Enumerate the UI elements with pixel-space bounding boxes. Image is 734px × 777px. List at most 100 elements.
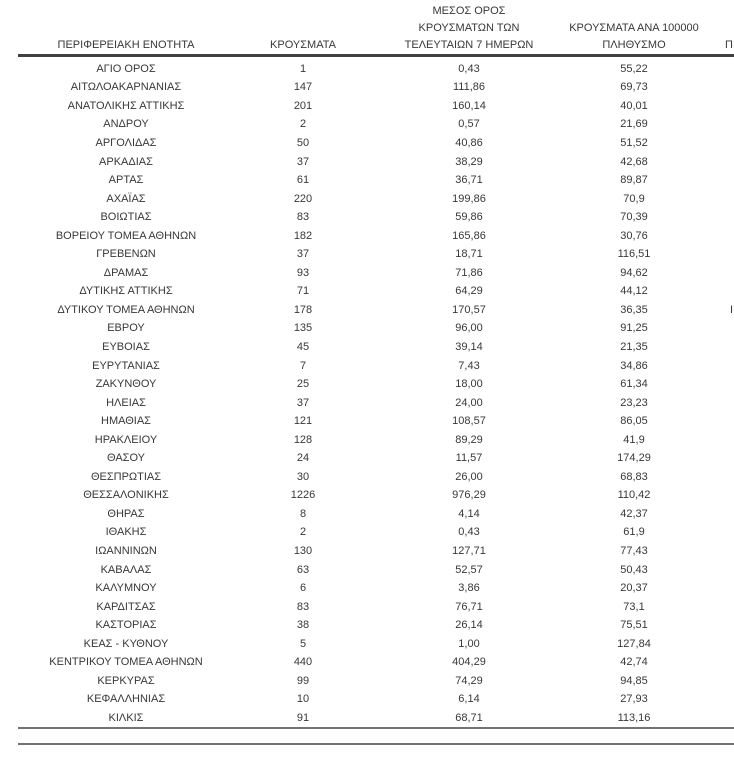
avg7-cell: 976,29 (452, 489, 486, 502)
avg7-cell: 39,14 (455, 340, 483, 353)
table-row: ΑΧΑΪΑΣ 220 199,86 70,9 (0, 189, 734, 208)
cutoff-row-value-fragment: Ι (730, 304, 734, 317)
cases-cell: 37 (296, 396, 310, 409)
region-cell: ΔΥΤΙΚΟΥ ΤΟΜΕΑ ΑΘΗΝΩΝ (57, 303, 195, 316)
table-row: ΚΑΒΑΛΑΣ 63 52,57 50,43 (0, 560, 734, 579)
table-row: ΖΑΚΥΝΘΟΥ 25 18,00 61,34 (0, 375, 734, 394)
per100k-cell: 30,76 (620, 229, 648, 242)
region-cell: ΔΡΑΜΑΣ (103, 266, 149, 279)
avg7-cell: 108,57 (452, 415, 486, 428)
table-row: ΚΕΝΤΡΙΚΟΥ ΤΟΜΕΑ ΑΘΗΝΩΝ 440 404,29 42,74 (0, 653, 734, 672)
per100k-cell: 70,39 (620, 211, 648, 224)
avg7-cell: 26,14 (455, 619, 483, 632)
cases-cell: 91 (296, 711, 310, 724)
region-cell: ΑΡΓΟΛΙΔΑΣ (95, 136, 157, 149)
per100k-cell: 20,37 (620, 582, 648, 595)
column-header-per100k-line1: ΚΡΟΥΣΜΑΤΑ ΑΝΑ 100000 (569, 22, 699, 34)
region-cell: ΕΥΡΥΤΑΝΙΑΣ (92, 359, 160, 372)
cases-cell: 45 (296, 340, 310, 353)
per100k-cell: 61,34 (620, 378, 648, 391)
cases-cell: 201 (293, 99, 313, 112)
table-row: ΕΥΡΥΤΑΝΙΑΣ 7 7,43 34,86 (0, 356, 734, 375)
cases-cell: 38 (296, 619, 310, 632)
per100k-cell: 69,73 (620, 81, 648, 94)
cases-cell: 128 (293, 433, 313, 446)
column-header-per100k-line2: ΠΛΗΘΥΣΜΟ (602, 39, 666, 51)
avg7-cell: 52,57 (455, 563, 483, 576)
cases-cell: 1 (299, 62, 307, 75)
avg7-cell: 170,57 (452, 303, 486, 316)
cases-cell: 440 (293, 656, 313, 669)
avg7-cell: 111,86 (452, 81, 485, 94)
region-cell: ΗΛΕΙΑΣ (106, 396, 146, 409)
cases-cell: 1226 (290, 489, 316, 502)
per100k-cell: 68,83 (620, 470, 648, 483)
cases-cell: 61 (296, 174, 310, 187)
region-cell: ΙΩΑΝΝΙΝΩΝ (95, 544, 157, 557)
avg7-cell: 0,57 (458, 118, 480, 131)
avg7-cell: 6,14 (458, 693, 480, 706)
per100k-cell: 94,85 (620, 674, 648, 687)
avg7-cell: 68,71 (455, 711, 483, 724)
table-row: ΔΥΤΙΚΟΥ ΤΟΜΕΑ ΑΘΗΝΩΝ 178 170,57 36,35 (0, 301, 734, 320)
region-cell: ΚΙΛΚΙΣ (108, 711, 144, 724)
table-row: ΗΛΕΙΑΣ 37 24,00 23,23 (0, 393, 734, 412)
cases-cell: 2 (299, 118, 307, 131)
avg7-cell: 7,43 (458, 359, 480, 372)
per100k-cell: 21,69 (620, 118, 648, 131)
per100k-cell: 116,51 (617, 248, 651, 261)
avg7-cell: 59,86 (455, 211, 483, 224)
cases-cell: 30 (296, 470, 310, 483)
region-cell: ΚΑΛΥΜΝΟΥ (95, 582, 157, 595)
region-cell: ΕΒΡΟΥ (107, 322, 145, 335)
table-body: ΑΓΙΟ ΟΡΟΣ 1 0,43 55,22 ΑΙΤΩΛΟΑΚΑΡΝΑΝΙΑΣ … (0, 57, 734, 728)
per100k-cell: 41,9 (623, 433, 645, 446)
region-cell: ΑΡΚΑΔΙΑΣ (99, 155, 153, 168)
avg7-cell: 4,14 (458, 507, 480, 520)
per100k-cell: 42,37 (620, 507, 648, 520)
region-cell: ΙΘΑΚΗΣ (105, 526, 147, 539)
avg7-cell: 11,57 (455, 452, 483, 465)
table-row: ΔΥΤΙΚΗΣ ΑΤΤΙΚΗΣ 71 64,29 44,12 (0, 282, 734, 301)
region-cell: ΚΕΑΣ - ΚΥΘΝΟΥ (83, 637, 169, 650)
per100k-cell: 42,68 (620, 155, 648, 168)
column-header-region: ΠΕΡΙΦΕΡΕΙΑΚΗ ΕΝΟΤΗΤΑ (18, 37, 234, 54)
per100k-cell: 89,87 (620, 174, 648, 187)
table-row: ΑΝΔΡΟΥ 2 0,57 21,69 (0, 115, 734, 134)
region-cell: ΚΑΒΑΛΑΣ (100, 563, 152, 576)
column-header-avg7-line1: ΜΕΣΟΣ ΟΡΟΣ (432, 5, 506, 17)
avg7-cell: 96,00 (455, 322, 483, 335)
table-row: ΚΑΛΥΜΝΟΥ 6 3,86 20,37 (0, 579, 734, 598)
per100k-cell: 73,1 (623, 600, 645, 613)
per100k-cell: 51,52 (620, 136, 648, 149)
avg7-cell: 18,00 (455, 378, 483, 391)
per100k-cell: 127,84 (617, 637, 651, 650)
avg7-cell: 71,86 (455, 266, 483, 279)
cases-cell: 50 (296, 136, 310, 149)
cases-cell: 5 (299, 637, 307, 650)
table-row: ΑΓΙΟ ΟΡΟΣ 1 0,43 55,22 (0, 60, 734, 79)
table-row: ΕΒΡΟΥ 135 96,00 91,25 (0, 319, 734, 338)
avg7-cell: 165,86 (452, 229, 486, 242)
table-row: ΒΟΙΩΤΙΑΣ 83 59,86 70,39 (0, 208, 734, 227)
per100k-cell: 174,29 (617, 452, 651, 465)
region-cell: ΘΕΣΠΡΩΤΙΑΣ (90, 470, 162, 483)
region-cell: ΚΕΝΤΡΙΚΟΥ ΤΟΜΕΑ ΑΘΗΝΩΝ (49, 656, 203, 669)
avg7-cell: 0,43 (458, 62, 480, 75)
cases-cell: 25 (296, 378, 310, 391)
table-row: ΚΕΡΚΥΡΑΣ 99 74,29 94,85 (0, 672, 734, 691)
region-cell: ΑΧΑΪΑΣ (106, 192, 146, 205)
cases-cell: 6 (299, 582, 307, 595)
per100k-cell: 94,62 (620, 266, 648, 279)
region-cell: ΑΝΔΡΟΥ (103, 118, 149, 131)
avg7-cell: 160,14 (452, 99, 486, 112)
cases-cell: 182 (293, 229, 313, 242)
per100k-cell: 50,43 (620, 563, 648, 576)
per100k-cell: 55,22 (620, 62, 648, 75)
region-cell: ΒΟΙΩΤΙΑΣ (100, 211, 152, 224)
column-header-avg7-line2: ΚΡΟΥΣΜΑΤΩΝ ΤΩΝ (418, 22, 520, 34)
cases-cell: 83 (296, 600, 310, 613)
table-row: ΕΥΒΟΙΑΣ 45 39,14 21,35 (0, 338, 734, 357)
table-row: ΚΕΦΑΛΛΗΝΙΑΣ 10 6,14 27,93 (0, 690, 734, 709)
